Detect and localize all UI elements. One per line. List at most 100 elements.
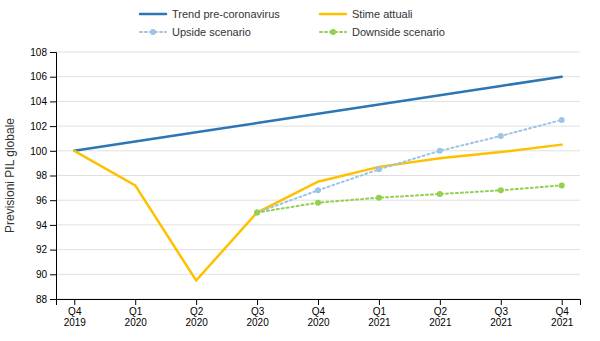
y-tick-mark xyxy=(50,151,56,152)
x-tick-mark xyxy=(257,299,258,305)
y-tick-label: 98 xyxy=(36,170,48,181)
x-tick-label: Q32020 xyxy=(246,306,269,328)
series-marker xyxy=(254,210,260,216)
grid-line xyxy=(56,52,580,53)
legend-item: Downside scenario xyxy=(320,26,445,38)
x-tick: Q22021 xyxy=(429,299,452,328)
grid-line xyxy=(56,76,580,77)
x-tick-label-line: 2020 xyxy=(246,317,269,328)
x-tick-mark xyxy=(501,299,502,305)
series xyxy=(74,145,561,281)
x-tick: Q42019 xyxy=(64,299,87,328)
y-tick-label: 88 xyxy=(36,294,48,305)
series-marker xyxy=(498,133,504,139)
grid-line xyxy=(56,175,580,176)
y-tick-mark xyxy=(50,52,56,53)
y-tick-label: 102 xyxy=(30,121,47,132)
series-marker xyxy=(376,166,382,172)
x-tick-label-line: 2020 xyxy=(125,317,148,328)
y-tick-mark xyxy=(50,299,56,300)
series-marker xyxy=(498,187,504,193)
x-axis: Q42019Q12020Q22020Q32020Q42020Q12021Q220… xyxy=(57,299,581,328)
x-tick: Q12021 xyxy=(368,299,391,328)
x-tick-label-line: Q3 xyxy=(251,306,265,317)
x-tick-mark xyxy=(318,299,319,305)
x-tick: Q32021 xyxy=(490,299,513,328)
y-tick: 94 xyxy=(36,220,56,231)
x-tick-mark xyxy=(135,299,136,305)
legend-marker xyxy=(330,29,336,35)
x-tick-label-line: 2019 xyxy=(64,317,87,328)
y-axis-line xyxy=(50,53,57,300)
plot-area: 889092949698100102104106108Q42019Q12020Q… xyxy=(30,47,580,328)
legend-swatch xyxy=(320,13,346,16)
y-tick-label: 106 xyxy=(30,71,47,82)
y-tick: 100 xyxy=(30,146,56,157)
y-tick: 90 xyxy=(36,269,56,280)
x-tick-label-line: 2020 xyxy=(186,317,209,328)
x-tick-label-line: Q3 xyxy=(495,306,509,317)
series-marker xyxy=(559,117,565,123)
series-marker xyxy=(376,195,382,201)
grid-line xyxy=(56,274,580,275)
x-tick-label-line: 2021 xyxy=(429,317,452,328)
y-tick-mark xyxy=(50,77,56,78)
x-tick-label-line: 2020 xyxy=(307,317,330,328)
series-marker xyxy=(437,191,443,197)
series xyxy=(254,182,565,215)
series-marker xyxy=(559,182,565,188)
x-tick-label-line: Q4 xyxy=(68,306,82,317)
y-tick-mark xyxy=(50,101,56,102)
x-tick-label-line: Q4 xyxy=(556,306,570,317)
x-tick-label-line: Q1 xyxy=(373,306,387,317)
y-tick-mark xyxy=(50,176,56,177)
y-tick: 96 xyxy=(36,195,56,206)
y-tick-mark xyxy=(50,200,56,201)
y-tick: 104 xyxy=(30,96,56,107)
x-tick-label-line: Q2 xyxy=(434,306,448,317)
y-tick-mark xyxy=(50,126,56,127)
chart-container: 889092949698100102104106108Q42019Q12020Q… xyxy=(0,0,600,341)
y-tick: 88 xyxy=(36,294,56,305)
y-tick-label: 100 xyxy=(30,146,47,157)
x-tick-mark xyxy=(74,299,75,305)
x-tick-label: Q42020 xyxy=(307,306,330,328)
legend-label: Downside scenario xyxy=(352,26,445,38)
y-tick-label: 92 xyxy=(36,244,48,255)
x-tick-label: Q32021 xyxy=(490,306,513,328)
x-tick-label-line: Q2 xyxy=(190,306,204,317)
x-tick-mark xyxy=(379,299,380,305)
x-tick: Q42020 xyxy=(307,299,330,328)
series-group xyxy=(74,77,564,281)
y-tick-mark xyxy=(50,274,56,275)
y-axis-title: Previsioni PIL globale xyxy=(3,118,17,233)
legend-item: Trend pre-coronavirus xyxy=(140,8,280,20)
x-tick-label: Q12020 xyxy=(125,306,148,328)
x-tick-label: Q22021 xyxy=(429,306,452,328)
x-tick-mark xyxy=(196,299,197,305)
y-tick: 92 xyxy=(36,244,56,255)
y-axis: 88 90 92 94 96 98 100 102 104 106 108 xyxy=(30,47,56,305)
y-tick-label: 94 xyxy=(36,220,48,231)
y-tick-label: 104 xyxy=(30,96,47,107)
grid xyxy=(56,52,580,299)
y-tick: 98 xyxy=(36,170,56,181)
x-tick: Q32020 xyxy=(246,299,269,328)
x-tick-label: Q22020 xyxy=(186,306,209,328)
series xyxy=(74,77,561,151)
x-tick-mark xyxy=(562,299,563,305)
series-marker xyxy=(254,210,260,216)
x-tick-label-line: Q4 xyxy=(312,306,326,317)
legend-item: Upside scenario xyxy=(140,26,251,38)
legend-marker xyxy=(150,29,156,35)
x-tick-label: Q42021 xyxy=(551,306,574,328)
x-tick: Q42021 xyxy=(551,299,574,328)
grid-line xyxy=(56,224,580,225)
y-tick-label: 108 xyxy=(30,47,47,58)
legend-label: Trend pre-coronavirus xyxy=(172,8,280,20)
series-line xyxy=(257,185,562,212)
series-marker xyxy=(315,187,321,193)
legend-swatch xyxy=(140,13,166,16)
y-tick-label: 90 xyxy=(36,269,48,280)
series-marker xyxy=(437,148,443,154)
